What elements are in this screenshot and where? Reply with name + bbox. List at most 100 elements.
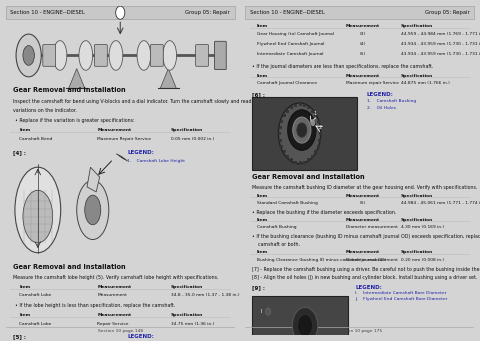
Text: 43.934 - 43.959 mm (1.730 - 1.731 in.): 43.934 - 43.959 mm (1.730 - 1.731 in.): [401, 52, 480, 56]
Text: • If the bushing clearance (bushing ID minus camshaft journal OD) exceeds specif: • If the bushing clearance (bushing ID m…: [252, 234, 480, 239]
Text: Item: Item: [257, 24, 268, 28]
Text: 2: 2: [318, 124, 322, 130]
Text: Diameter measurement: Diameter measurement: [346, 225, 398, 229]
Ellipse shape: [109, 41, 123, 70]
Text: [5] :: [5] :: [12, 334, 25, 339]
Text: • Replace the bushing if the diameter exceeds specification.: • Replace the bushing if the diameter ex…: [252, 210, 396, 215]
Text: Specification: Specification: [401, 74, 433, 77]
Text: Section 10 page 175: Section 10 page 175: [337, 329, 383, 332]
Text: [9] :: [9] :: [252, 285, 265, 290]
Text: Specification: Specification: [170, 128, 203, 132]
Text: I: I: [261, 309, 262, 314]
Text: • If the lobe height is less than specification, replace the camshaft.: • If the lobe height is less than specif…: [15, 303, 175, 308]
Text: 34.75 mm (1.36 in.): 34.75 mm (1.36 in.): [170, 322, 214, 326]
Text: Measurement: Measurement: [97, 128, 132, 132]
Ellipse shape: [137, 41, 151, 70]
Text: Group 05: Repair: Group 05: Repair: [425, 10, 469, 15]
Circle shape: [293, 117, 311, 143]
Text: Intermediate Camshaft Journal: Intermediate Camshaft Journal: [257, 52, 323, 56]
Text: 0.05 mm (0.002 in.): 0.05 mm (0.002 in.): [170, 137, 214, 140]
Text: Specification: Specification: [170, 313, 203, 317]
Text: Camshaft Lobe: Camshaft Lobe: [20, 322, 52, 326]
Text: 44.959 - 44.984 mm (1.769 - 1.771 in.): 44.959 - 44.984 mm (1.769 - 1.771 in.): [401, 32, 480, 36]
Text: Specification: Specification: [401, 24, 433, 28]
Text: 1.    Camshaft Bushing: 1. Camshaft Bushing: [367, 100, 416, 104]
FancyBboxPatch shape: [252, 296, 348, 341]
Polygon shape: [160, 69, 176, 88]
Text: Specification: Specification: [401, 218, 433, 222]
Ellipse shape: [16, 34, 41, 77]
Text: [4] :: [4] :: [12, 150, 25, 155]
Text: Measurement: Measurement: [346, 24, 380, 28]
Text: Measurement: Measurement: [97, 285, 132, 289]
Text: Item: Item: [20, 285, 31, 289]
Text: (3): (3): [360, 32, 366, 36]
Text: (5): (5): [360, 202, 366, 205]
Text: J: J: [261, 340, 262, 341]
Text: 2.    Oil Holes: 2. Oil Holes: [367, 106, 396, 110]
Text: Bushing Clearance (bushing ID minus camshaft journal OD): Bushing Clearance (bushing ID minus cams…: [257, 257, 386, 262]
Text: (5): (5): [360, 52, 366, 56]
Text: • Replace if the variation is greater specifications:: • Replace if the variation is greater sp…: [15, 118, 134, 123]
Text: LEGEND:: LEGEND:: [355, 285, 382, 290]
Text: Diameter measurement: Diameter measurement: [346, 257, 398, 262]
Text: • If the journal diameters are less than specifications, replace the camshaft.: • If the journal diameters are less than…: [252, 64, 433, 69]
Text: [7] - Replace the camshaft bushing using a driver. Be careful not to push the bu: [7] - Replace the camshaft bushing using…: [252, 267, 480, 272]
FancyBboxPatch shape: [150, 45, 163, 66]
Text: 0.20 mm (0.008 in.): 0.20 mm (0.008 in.): [401, 257, 444, 262]
Text: Standard Camshaft Bushing: Standard Camshaft Bushing: [257, 202, 318, 205]
Text: Camshaft Bushing: Camshaft Bushing: [257, 225, 296, 229]
Ellipse shape: [53, 41, 67, 70]
Text: Group 05: Repair: Group 05: Repair: [185, 10, 230, 15]
Text: [8] - Align the oil holes (J) in new bushing and cylinder block. Install bushing: [8] - Align the oil holes (J) in new bus…: [252, 275, 478, 280]
Text: Camshaft Bend: Camshaft Bend: [20, 137, 53, 140]
Text: Specification: Specification: [401, 250, 433, 254]
Text: Flywheel End Camshaft Journal: Flywheel End Camshaft Journal: [257, 42, 324, 46]
Text: I.    Intermediate Camshaft Bore Diameter: I. Intermediate Camshaft Bore Diameter: [355, 292, 446, 295]
Text: Measurement: Measurement: [97, 313, 132, 317]
Text: Item: Item: [20, 128, 31, 132]
Text: Measurement: Measurement: [346, 250, 380, 254]
Text: Gear Housing (to) Camshaft Journal: Gear Housing (to) Camshaft Journal: [257, 32, 334, 36]
Text: Specification: Specification: [170, 285, 203, 289]
Circle shape: [292, 307, 318, 341]
Ellipse shape: [23, 190, 53, 243]
Text: Measurement: Measurement: [346, 74, 380, 77]
Text: 43.934 - 43.959 mm (1.730 - 1.731 in.): 43.934 - 43.959 mm (1.730 - 1.731 in.): [401, 42, 480, 46]
FancyBboxPatch shape: [196, 45, 208, 66]
Text: Item: Item: [257, 250, 268, 254]
Text: Gear Removal and Installation: Gear Removal and Installation: [252, 175, 365, 180]
Circle shape: [298, 315, 312, 337]
Text: Measure the camshaft bushing ID diameter at the gear housing end. Verify with sp: Measure the camshaft bushing ID diameter…: [252, 185, 478, 190]
Text: J.    Flywheel End Camshaft Bore Diameter: J. Flywheel End Camshaft Bore Diameter: [355, 297, 447, 301]
FancyBboxPatch shape: [95, 45, 108, 66]
Text: Section 10 page 148: Section 10 page 148: [97, 329, 143, 332]
Text: [6] :: [6] :: [252, 92, 265, 97]
Polygon shape: [87, 167, 100, 192]
Circle shape: [116, 6, 125, 19]
Text: Inspect the camshaft for bend using V-blocks and a dial indicator. Turn the cams: Inspect the camshaft for bend using V-bl…: [12, 99, 251, 104]
Ellipse shape: [77, 180, 109, 239]
Text: Repair Service: Repair Service: [97, 322, 129, 326]
FancyBboxPatch shape: [43, 45, 56, 66]
FancyBboxPatch shape: [215, 41, 226, 70]
Text: Specification: Specification: [401, 194, 433, 198]
FancyBboxPatch shape: [245, 6, 474, 19]
Text: Item: Item: [257, 194, 268, 198]
Text: 1.    Camshaft Lobe Height: 1. Camshaft Lobe Height: [127, 159, 185, 163]
Text: 4.30 mm (0.169 in.): 4.30 mm (0.169 in.): [401, 225, 444, 229]
Text: Measure the camshaft lobe height (5). Verify camshaft lobe height with specifica: Measure the camshaft lobe height (5). Ve…: [12, 275, 218, 280]
Text: 34.8 - 35.0 mm (1.37 - 1.38 in.): 34.8 - 35.0 mm (1.37 - 1.38 in.): [170, 294, 239, 297]
Text: 44.875 mm (1.766 in.): 44.875 mm (1.766 in.): [401, 81, 450, 85]
Text: Camshaft Journal Clearance: Camshaft Journal Clearance: [257, 81, 317, 85]
Text: LEGEND:: LEGEND:: [127, 334, 154, 339]
Text: (4): (4): [360, 42, 366, 46]
Circle shape: [278, 103, 321, 164]
Text: Maximum Repair Service: Maximum Repair Service: [97, 137, 152, 140]
Polygon shape: [69, 69, 85, 88]
Text: Item: Item: [20, 313, 31, 317]
Text: Gear Removal and Installation: Gear Removal and Installation: [12, 264, 125, 270]
Circle shape: [311, 120, 315, 126]
FancyBboxPatch shape: [252, 97, 358, 169]
Text: variations on the indicator.: variations on the indicator.: [12, 108, 76, 113]
